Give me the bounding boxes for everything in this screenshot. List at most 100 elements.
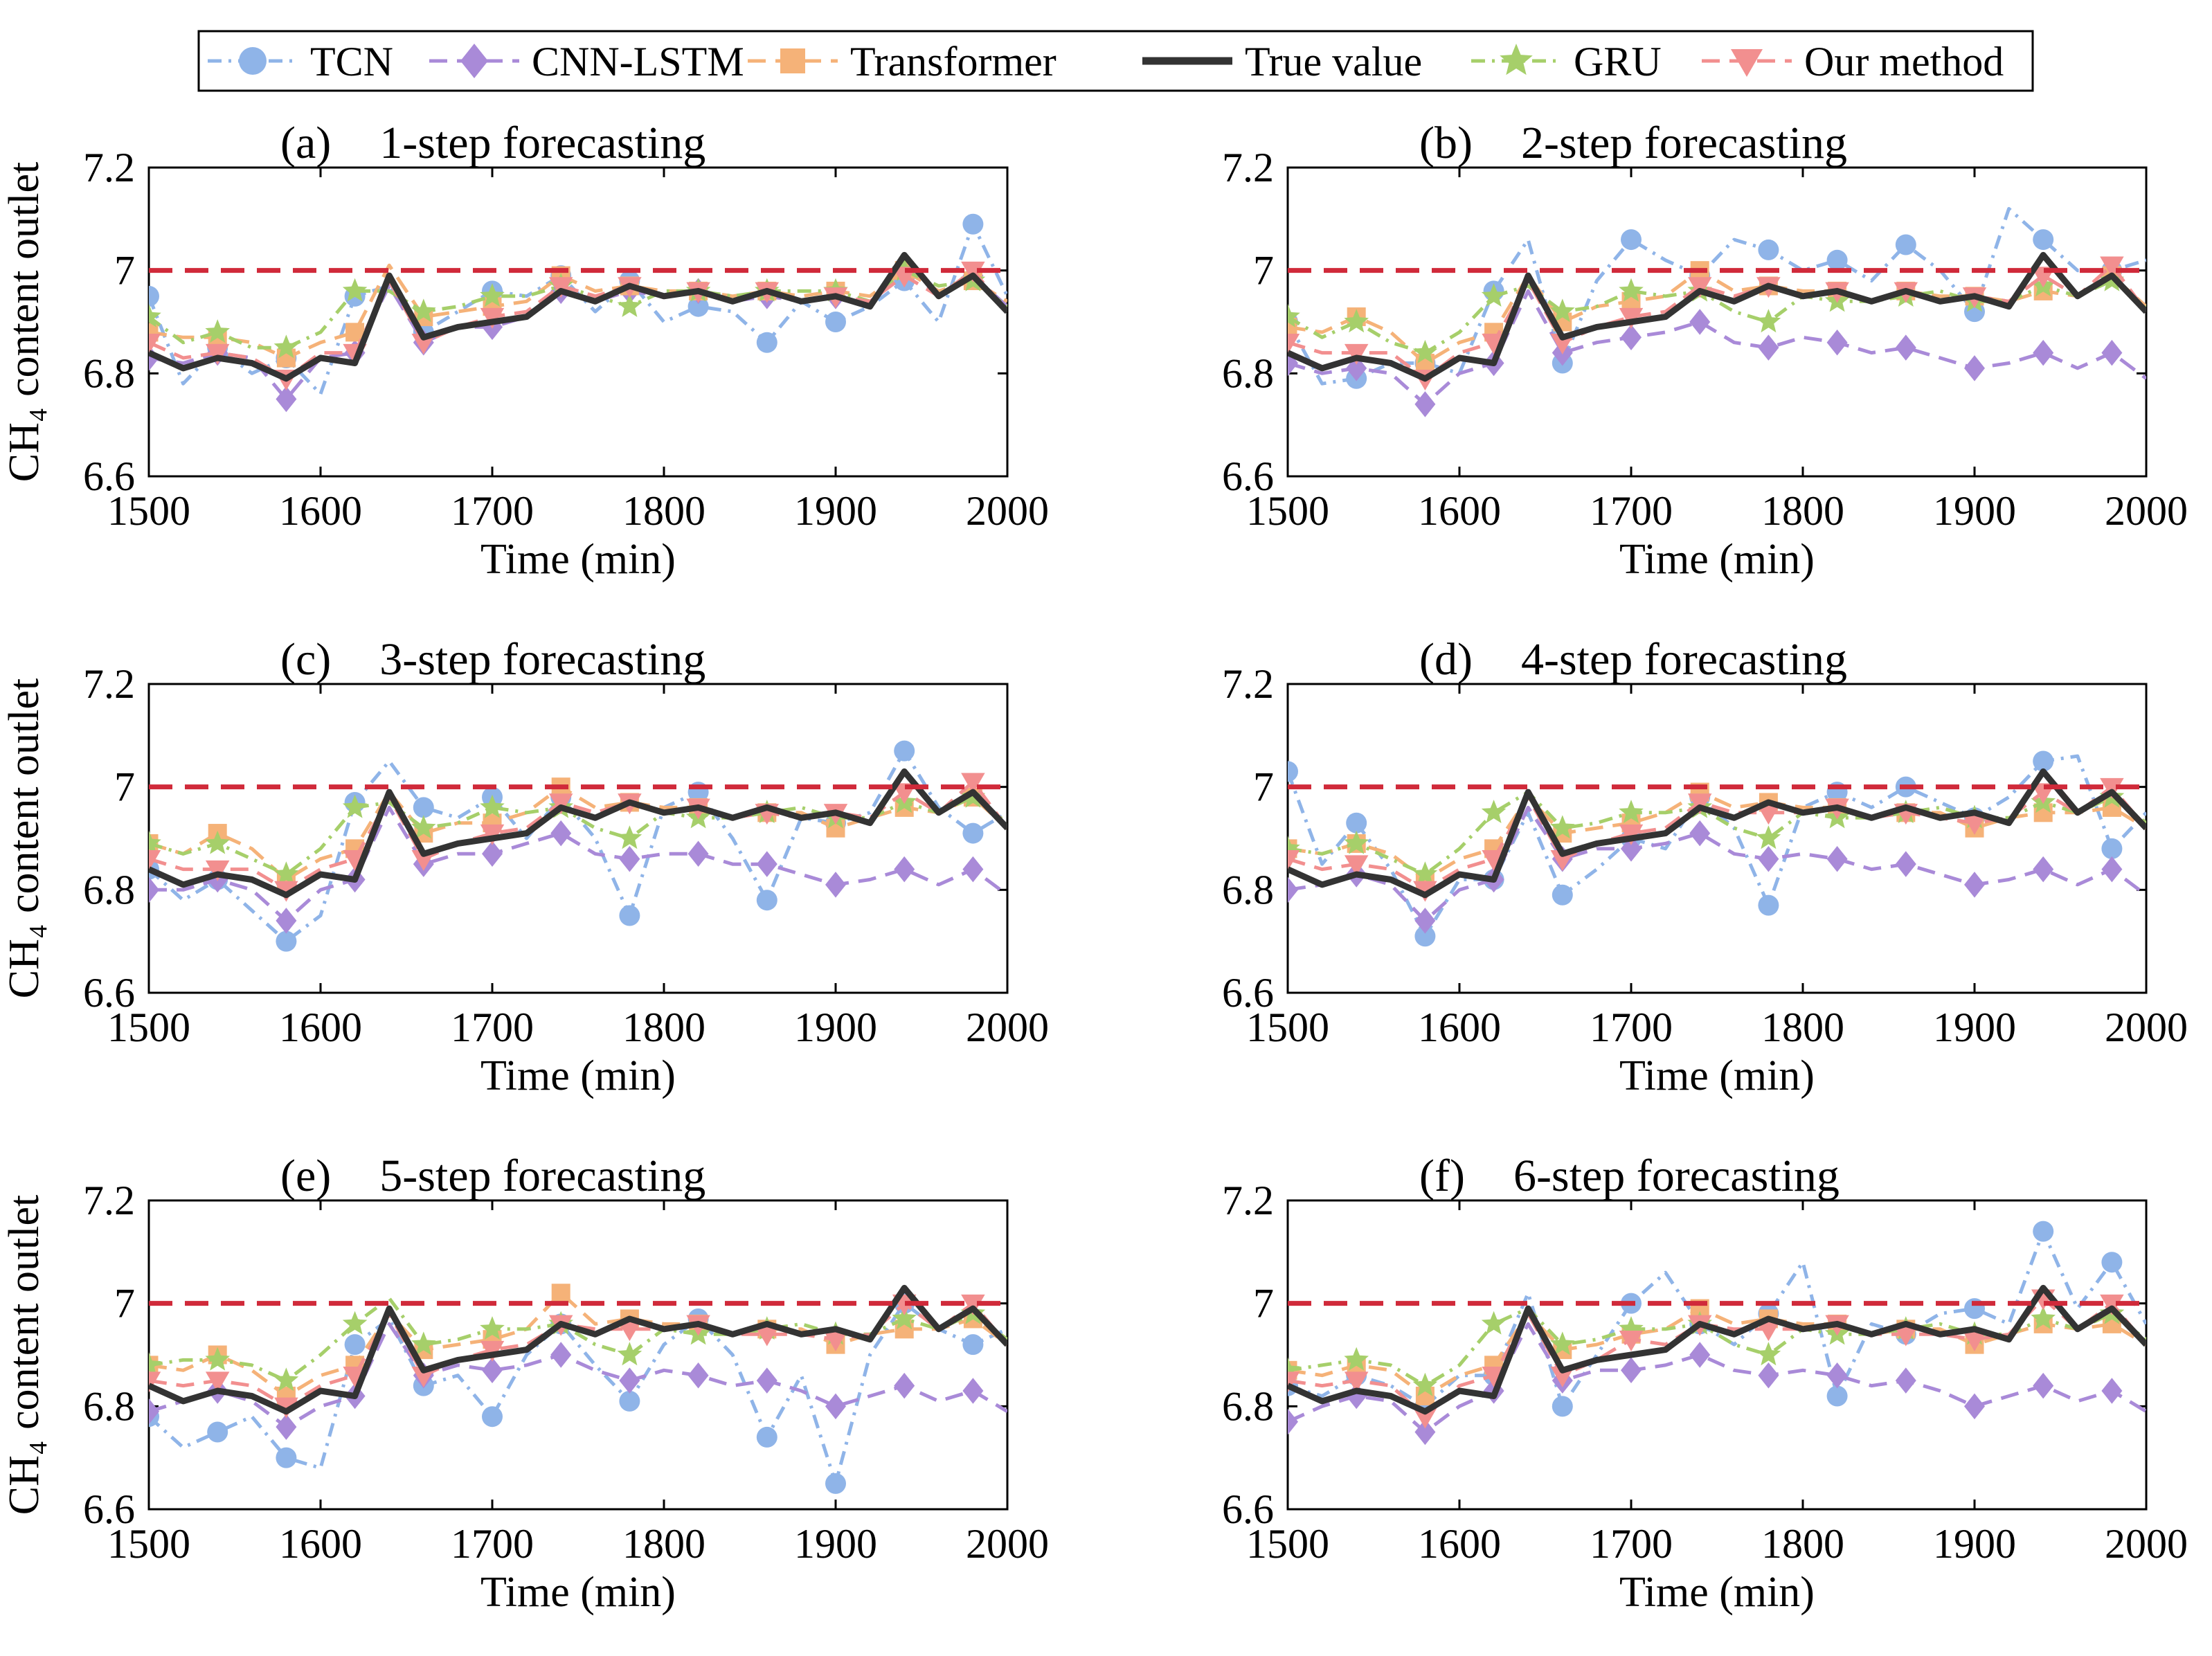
series-layer <box>149 740 1007 952</box>
data-point <box>894 740 915 762</box>
x-axis-label: Time (min) <box>1619 1052 1815 1099</box>
data-point <box>1412 861 1438 885</box>
data-point <box>2100 256 2124 278</box>
data-point <box>342 1311 368 1335</box>
data-point <box>687 840 709 867</box>
series-line <box>1288 768 2146 899</box>
data-point <box>1964 1393 1985 1420</box>
legend-marker <box>239 47 267 75</box>
data-point <box>205 830 230 854</box>
x-tick-label: 2000 <box>966 1005 1049 1050</box>
x-tick-label: 1500 <box>1246 488 1329 534</box>
series-layer <box>149 1284 1007 1494</box>
data-point <box>1482 1366 1506 1387</box>
data-point <box>411 333 436 354</box>
data-point <box>1619 307 1644 329</box>
y-tick-label: 7.2 <box>83 1178 135 1223</box>
data-point <box>205 860 230 881</box>
data-point <box>550 820 572 847</box>
data-point <box>2101 339 2123 366</box>
y-tick-label: 6.8 <box>83 350 135 396</box>
data-point <box>2101 838 2123 859</box>
data-point <box>1482 333 1506 354</box>
x-axis-label: Time (min) <box>480 1052 676 1099</box>
data-point <box>149 1398 159 1425</box>
data-point <box>2033 750 2054 772</box>
data-point <box>1413 1407 1437 1429</box>
x-tick-label: 1800 <box>622 1521 705 1567</box>
plot-area <box>1286 683 2148 994</box>
data-point <box>756 890 777 911</box>
x-tick-label: 2000 <box>966 488 1049 534</box>
data-point <box>1550 298 1575 323</box>
data-point <box>411 1366 436 1387</box>
y-tick-label: 6.6 <box>83 970 135 1016</box>
data-point <box>2101 1252 2123 1273</box>
x-axis-label: Time (min) <box>1619 1569 1815 1616</box>
data-point <box>619 1390 640 1412</box>
y-tick-label: 7 <box>114 764 135 810</box>
data-point <box>149 285 159 307</box>
data-point <box>1414 391 1436 417</box>
data-point <box>2031 1306 2056 1330</box>
series-cnn-lstm <box>149 1322 1007 1440</box>
data-point <box>962 856 984 883</box>
data-point <box>1550 1331 1575 1356</box>
panel-letter: (f) <box>1419 1151 1465 1201</box>
x-tick-label: 1800 <box>622 1005 705 1050</box>
data-point <box>823 1330 848 1351</box>
data-point <box>480 1316 505 1340</box>
x-axis-label: Time (min) <box>480 1569 676 1616</box>
x-tick-label: 1900 <box>794 1521 877 1567</box>
series-line <box>1288 805 2146 923</box>
x-tick-label: 1800 <box>1761 488 1844 534</box>
data-point <box>1344 855 1369 876</box>
data-point <box>1481 800 1507 823</box>
data-point <box>1619 800 1644 823</box>
series-true-value <box>1288 251 2146 382</box>
data-point <box>617 294 642 317</box>
data-point <box>618 1320 642 1342</box>
x-tick-label: 1600 <box>1418 1521 1501 1567</box>
legend-item-our-method: Our method <box>1702 39 2004 84</box>
data-point <box>1895 334 1916 361</box>
data-point <box>1758 239 1779 260</box>
data-point <box>1964 872 1985 898</box>
data-point <box>480 824 505 845</box>
data-point <box>480 283 505 307</box>
data-point <box>1621 1357 1642 1384</box>
data-point <box>1288 1408 1298 1435</box>
panel-title: (f) 6-step forecasting <box>1419 1151 1840 1201</box>
data-point <box>1758 894 1779 916</box>
data-point <box>1826 249 1848 271</box>
panel-letter: (c) <box>280 634 331 685</box>
y-tick-label: 7 <box>114 248 135 294</box>
series-line <box>1288 1284 2146 1415</box>
data-point <box>273 861 299 885</box>
data-point <box>1619 1316 1644 1340</box>
data-point <box>1550 1366 1575 1387</box>
x-tick-label: 1900 <box>1933 1521 2016 1567</box>
data-point <box>548 277 573 298</box>
data-point <box>2033 856 2054 883</box>
data-point <box>961 773 985 794</box>
series-true-value <box>149 251 1007 382</box>
data-point <box>480 1340 505 1362</box>
data-point <box>961 1294 985 1315</box>
series-line <box>1288 251 2146 382</box>
series-line <box>149 1284 1007 1415</box>
data-point <box>1414 908 1436 934</box>
data-point <box>343 849 367 871</box>
data-point <box>343 1366 367 1387</box>
data-point <box>1344 1371 1369 1393</box>
data-point <box>1826 845 1848 872</box>
data-point <box>825 1473 846 1494</box>
data-point <box>1346 812 1367 834</box>
panel-title: (d) 4-step forecasting <box>1419 634 1847 685</box>
series-line <box>149 251 1007 382</box>
data-point <box>2101 856 2123 883</box>
x-tick-label: 1700 <box>451 1005 534 1050</box>
panel-title: (a) 1-step forecasting <box>280 118 705 168</box>
panel-letter: (b) <box>1419 118 1473 168</box>
series-layer <box>1288 207 2146 417</box>
